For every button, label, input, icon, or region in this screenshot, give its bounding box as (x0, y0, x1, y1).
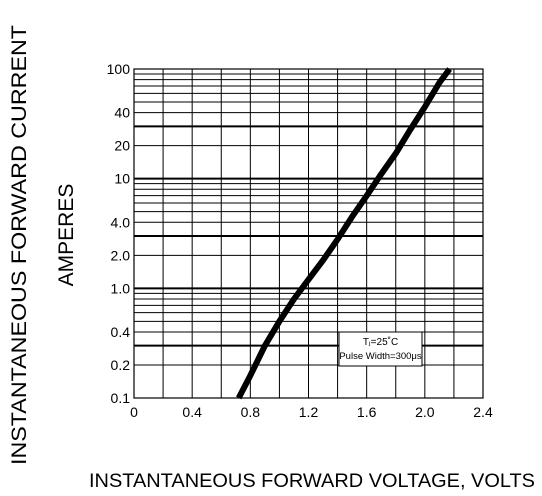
y-tick-labels: 0.1 0.2 0.4 1.0 2.0 4.0 10 20 40 100 (107, 61, 131, 406)
x-tick-label: 0.8 (241, 404, 261, 420)
x-axis-title: INSTANTANEOUS FORWARD VOLTAGE, VOLTS (89, 471, 535, 492)
annotation-line-1: Tⱼ=25˚C (363, 336, 398, 348)
plot-frame (133, 68, 484, 399)
y-tick-label: 40 (114, 105, 130, 121)
x-tick-labels: 0 0.4 0.8 1.2 1.6 2.0 2.4 (130, 404, 493, 420)
y-tick-label: 20 (114, 138, 130, 154)
y-tick-label: 0.2 (111, 357, 131, 373)
y-tick-label: 0.1 (111, 390, 131, 406)
y-axis-title-line-1: INSTANTANEOUS FORWARD CURRENT (8, 25, 31, 465)
y-axis-title-line-2: AMPERES (55, 184, 78, 287)
legend-box: Tⱼ=25˚C Pulse Width=300μs (338, 331, 423, 367)
x-tick-label: 1.2 (299, 404, 319, 420)
annotation-line-2: Pulse Width=300μs (339, 351, 422, 362)
x-tick-label: 1.6 (357, 404, 377, 420)
x-tick-label: 2.0 (415, 404, 435, 420)
y-tick-label: 1.0 (111, 280, 131, 296)
series-line (236, 67, 453, 400)
y-tick-label: 4.0 (111, 214, 131, 230)
y-tick-label: 10 (114, 171, 130, 187)
y-tick-label: 0.4 (111, 324, 131, 340)
y-tick-label: 2.0 (111, 247, 131, 263)
grid (134, 69, 483, 398)
x-tick-label: 0.4 (182, 404, 202, 420)
x-tick-label: 0 (130, 404, 138, 420)
y-tick-label: 100 (107, 61, 131, 77)
x-tick-label: 2.4 (473, 404, 493, 420)
annotation-box (338, 331, 423, 367)
